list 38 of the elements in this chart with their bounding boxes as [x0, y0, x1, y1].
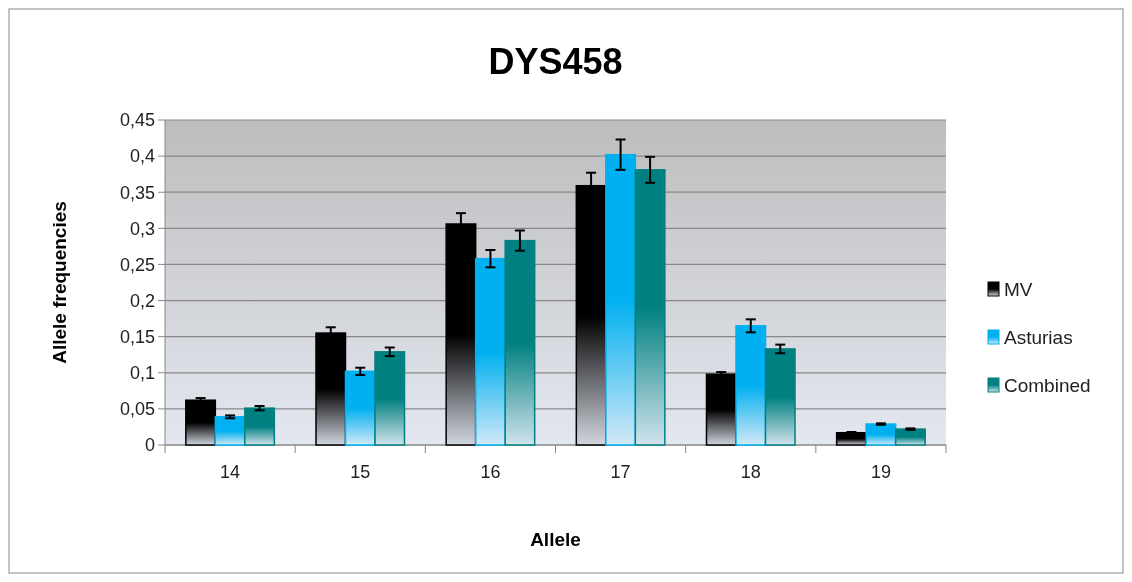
bar [705, 373, 737, 446]
legend-label: Asturias [1004, 326, 1073, 348]
x-tick-label: 17 [610, 462, 631, 482]
x-tick-label: 18 [740, 462, 761, 482]
y-axis-title: Allele frequencies [49, 201, 70, 364]
y-tick-label: 0,2 [129, 290, 155, 311]
y-tick-label: 0,15 [119, 326, 155, 347]
bar [894, 428, 926, 446]
y-tick-label: 0,05 [119, 399, 155, 420]
x-tick-label: 15 [350, 462, 371, 482]
bar [504, 239, 536, 446]
bar [185, 399, 217, 446]
x-tick-label: 16 [480, 462, 501, 482]
bar [735, 325, 767, 446]
legend-label: MV [1004, 278, 1033, 300]
bar [374, 351, 406, 446]
y-tick-label: 0,3 [129, 218, 155, 239]
bar [764, 348, 796, 446]
y-tick-label: 0,45 [119, 110, 155, 131]
bar [605, 153, 637, 446]
legend-label: Combined [1004, 374, 1091, 396]
bar [244, 407, 276, 446]
bar [865, 423, 897, 446]
y-tick-label: 0,4 [129, 146, 155, 167]
x-tick-label: 14 [220, 462, 241, 482]
bar [835, 431, 867, 446]
bar [315, 332, 347, 446]
bar [634, 169, 666, 446]
chart-title: DYS458 [488, 41, 623, 82]
bar [214, 416, 246, 446]
bar [474, 257, 506, 446]
bar [344, 370, 376, 446]
y-tick-label: 0 [144, 435, 155, 456]
y-tick-label: 0,25 [119, 254, 155, 275]
y-tick-label: 0,35 [119, 182, 155, 203]
x-axis-title: Allele [530, 529, 581, 550]
x-tick-label: 19 [870, 462, 891, 482]
y-tick-label: 0,1 [129, 363, 155, 384]
